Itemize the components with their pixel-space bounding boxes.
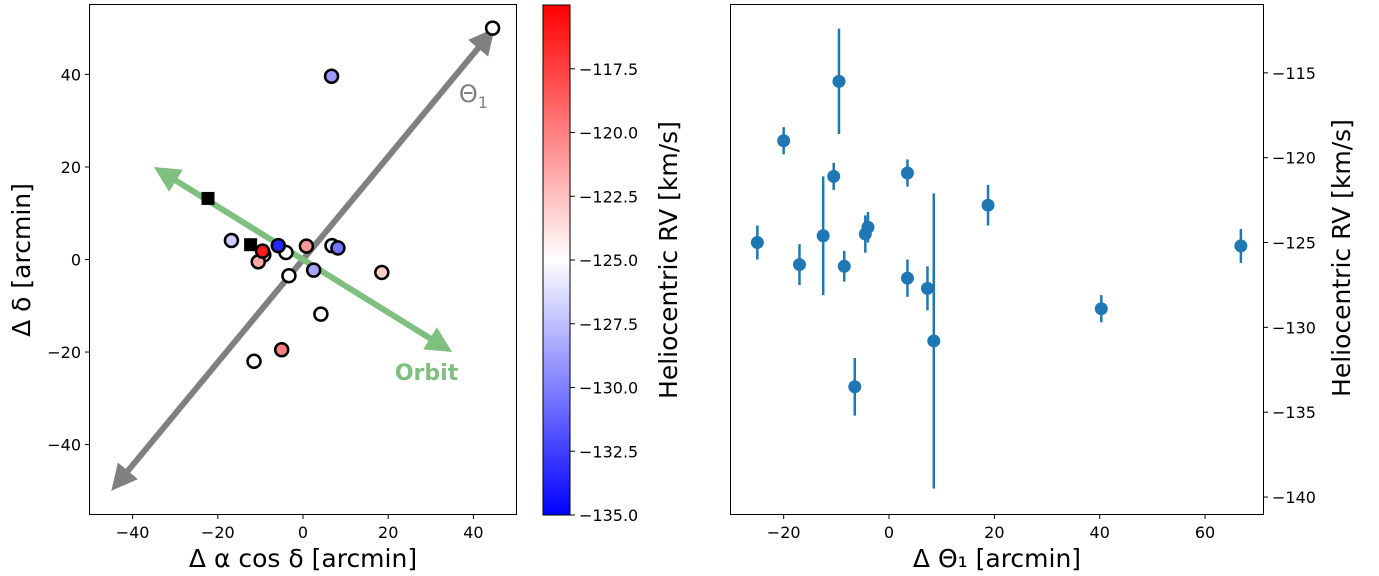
star-point	[270, 237, 287, 254]
data-point	[900, 271, 914, 285]
y-tick-label: 0	[71, 251, 81, 270]
star-point	[374, 264, 390, 281]
y-tick-label: −20	[47, 343, 81, 362]
data-point	[832, 74, 846, 88]
star-point	[313, 306, 329, 322]
right-panel: −20 0 20 40 60 −115 −120 −125 −130 −135 −140 Δ Θ₁…	[730, 4, 1356, 573]
y-tick-label: −125	[1272, 234, 1316, 253]
star-point	[330, 240, 346, 256]
theta1-label: Θ1	[459, 80, 488, 112]
data-point	[920, 281, 934, 295]
star-point	[254, 243, 271, 259]
colorbar-tick-label: −135.0	[579, 506, 638, 525]
orbit-label: Orbit	[395, 361, 459, 386]
x-tick-label: 20	[984, 523, 1004, 542]
star-point	[484, 20, 501, 36]
left-x-ticks: −40 −20 0 20 40	[116, 514, 484, 542]
arrow-theta1-head-start	[111, 462, 138, 491]
star-point	[305, 262, 322, 278]
star-point	[281, 267, 297, 284]
colorbar-ticks: −117.5 −120.0 −122.5 −125.0 −127.5 −130.0 −132…	[570, 60, 638, 525]
arrow-orbit-head-start	[153, 166, 183, 192]
y-tick-label: −130	[1272, 318, 1316, 337]
y-tick-label: −140	[1272, 488, 1316, 507]
x-tick-label: 40	[463, 523, 483, 542]
y-tick-label: 40	[61, 65, 81, 84]
right-plot-area	[750, 28, 1248, 489]
data-point	[927, 334, 941, 348]
x-tick-label: 60	[1195, 523, 1215, 542]
data-point	[777, 134, 791, 148]
square-marker	[244, 238, 258, 252]
y-tick-label: −135	[1272, 403, 1316, 422]
arrow-theta1-head-end	[468, 28, 495, 57]
data-point	[827, 169, 841, 183]
arrow-orbit-head-end	[423, 327, 453, 353]
star-point	[273, 341, 290, 358]
star-point	[298, 238, 315, 254]
data-point	[750, 236, 764, 250]
data-point	[1094, 302, 1108, 316]
x-tick-label: −20	[201, 523, 235, 542]
data-point	[981, 198, 995, 212]
data-point	[861, 220, 875, 234]
right-y-axis-label: Heliocentric RV [km/s]	[1327, 119, 1356, 397]
x-tick-label: −20	[767, 523, 801, 542]
colorbar-tick-label: −122.5	[579, 187, 638, 206]
square-marker	[201, 191, 215, 205]
right-x-ticks: −20 0 20 40 60	[767, 514, 1215, 542]
right-axes-frame	[730, 4, 1264, 515]
data-point	[837, 259, 851, 273]
x-tick-label: 0	[884, 523, 894, 542]
colorbar-tick-label: −127.5	[579, 315, 638, 334]
data-point	[816, 229, 830, 243]
left-x-axis-label: Δ α cos δ [arcmin]	[189, 544, 417, 573]
left-y-axis-label: Δ δ [arcmin]	[7, 183, 36, 337]
colorbar-label: Heliocentric RV [km/s]	[654, 121, 683, 399]
left-panel: Θ1 Orbit −40 −20 0 20 40 −40 −20 0 20 40 Δ α cos …	[7, 4, 517, 573]
x-tick-label: 0	[298, 523, 308, 542]
left-plot-area: Θ1 Orbit	[111, 20, 501, 491]
x-tick-label: 40	[1090, 523, 1110, 542]
data-point	[1234, 239, 1248, 253]
colorbar-tick-label: −130.0	[579, 379, 638, 398]
arrow-orbit-shaft	[169, 175, 437, 344]
x-tick-label: 20	[378, 523, 398, 542]
y-tick-label: −120	[1272, 149, 1316, 168]
y-tick-label: 20	[61, 158, 81, 177]
y-tick-label: −40	[47, 436, 81, 455]
data-point	[900, 166, 914, 180]
colorbar-tick-label: −117.5	[579, 60, 638, 79]
colorbar-tick-label: −132.5	[579, 442, 638, 461]
star-point	[246, 353, 262, 370]
colorbar: −117.5 −120.0 −122.5 −125.0 −127.5 −130.0 −132…	[542, 4, 683, 525]
right-y-ticks: −115 −120 −125 −130 −135 −140	[1263, 64, 1316, 507]
left-y-ticks: −40 −20 0 20 40	[47, 65, 90, 455]
colorbar-tick-label: −120.0	[579, 124, 638, 143]
colorbar-gradient	[542, 4, 571, 516]
y-tick-label: −115	[1272, 64, 1316, 83]
data-point	[848, 380, 862, 394]
x-tick-label: −40	[116, 523, 150, 542]
data-point	[792, 258, 806, 272]
right-x-axis-label: Δ Θ₁ [arcmin]	[913, 544, 1081, 573]
colorbar-tick-label: −125.0	[579, 251, 638, 270]
star-point	[323, 68, 340, 85]
star-point	[223, 232, 240, 249]
